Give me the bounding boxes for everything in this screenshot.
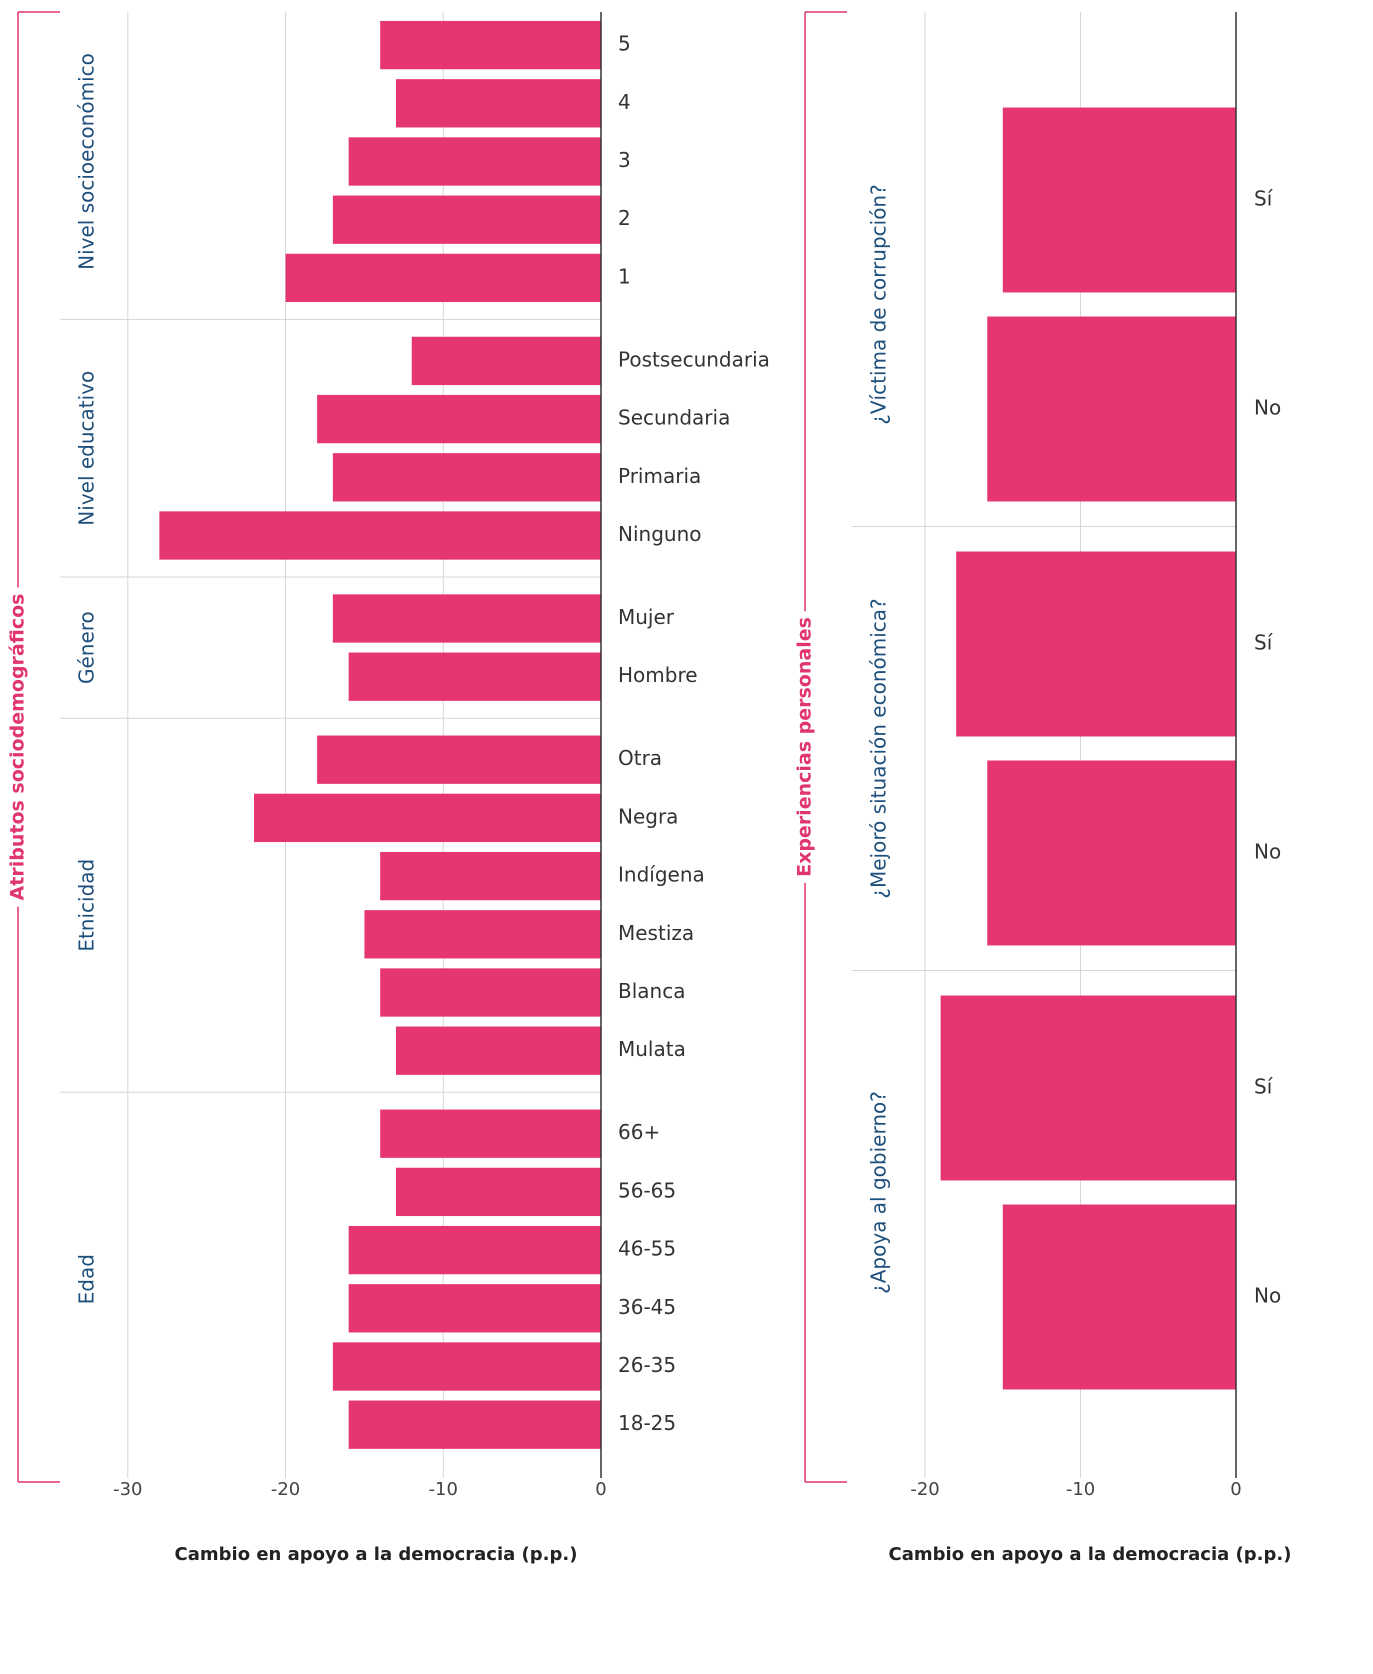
outer-group-label: Atributos sociodemográficos	[7, 594, 29, 901]
bar	[987, 316, 1236, 502]
category-label: 2	[618, 206, 631, 230]
outer-group-label: Experiencias personales	[794, 617, 816, 877]
group-label: Edad	[75, 1254, 99, 1304]
category-label: Mujer	[618, 605, 675, 629]
bar	[317, 394, 601, 444]
bar	[332, 195, 601, 244]
x-tick-label: -20	[271, 1479, 300, 1500]
bar	[348, 1284, 601, 1333]
bar	[1002, 107, 1236, 293]
x-axis-label: Cambio en apoyo a la democracia (p.p.)	[889, 1544, 1292, 1565]
bar	[411, 336, 601, 386]
bar	[395, 1026, 601, 1075]
bar	[332, 453, 601, 502]
category-label: Negra	[618, 804, 678, 828]
group-label: ¿Apoya al gobierno?	[867, 1091, 891, 1294]
bar	[1002, 1204, 1236, 1390]
group-label: Etnicidad	[75, 859, 99, 952]
x-tick-label: -30	[113, 1479, 142, 1500]
bar	[254, 793, 601, 843]
category-label: Secundaria	[618, 406, 730, 430]
category-label: 4	[618, 90, 631, 114]
group-label: Nivel educativo	[75, 371, 99, 526]
category-label: 1	[618, 264, 631, 288]
bar	[395, 1167, 601, 1217]
category-label: Otra	[618, 746, 662, 770]
category-label: Blanca	[618, 979, 685, 1003]
bar	[159, 511, 601, 560]
group-label: ¿Víctima de corrupción?	[867, 184, 891, 424]
bar	[987, 760, 1236, 946]
category-label: Indígena	[618, 863, 705, 887]
bar	[348, 137, 601, 186]
category-label: No	[1254, 1284, 1281, 1308]
category-label: 56-65	[618, 1178, 676, 1202]
category-label: 5	[618, 32, 631, 56]
bar	[956, 551, 1236, 737]
category-label: 18-25	[618, 1411, 676, 1435]
bar	[285, 253, 601, 303]
category-label: Hombre	[618, 663, 698, 687]
category-label: 3	[618, 148, 631, 172]
x-tick-label: -10	[1066, 1479, 1095, 1500]
category-label: 66+	[618, 1120, 660, 1144]
category-label: Sí	[1254, 187, 1274, 211]
bar	[332, 1342, 601, 1391]
category-label: Sí	[1254, 631, 1274, 655]
category-label: Mulata	[618, 1037, 686, 1061]
category-label: Sí	[1254, 1075, 1274, 1099]
group-label: Género	[75, 611, 99, 684]
bar	[348, 1400, 601, 1449]
category-label: 26-35	[618, 1353, 676, 1377]
bar	[364, 910, 601, 959]
bar	[380, 968, 601, 1017]
bar	[348, 1225, 601, 1275]
bar	[317, 735, 601, 784]
x-tick-label: -20	[910, 1479, 939, 1500]
category-label: Postsecundaria	[618, 347, 770, 371]
category-label: Primaria	[618, 464, 701, 488]
bar	[332, 594, 601, 643]
bar	[380, 20, 601, 70]
x-axis-label: Cambio en apoyo a la democracia (p.p.)	[175, 1544, 578, 1565]
bar	[395, 79, 601, 128]
category-label: 46-55	[618, 1237, 676, 1261]
x-tick-label: 0	[1230, 1479, 1241, 1500]
category-label: Mestiza	[618, 921, 694, 945]
category-label: No	[1254, 840, 1281, 864]
x-tick-label: -10	[429, 1479, 458, 1500]
x-tick-label: 0	[595, 1479, 606, 1500]
category-label: No	[1254, 396, 1281, 420]
bar	[380, 851, 601, 901]
bar	[940, 995, 1236, 1181]
bar	[380, 1109, 601, 1158]
category-label: Ninguno	[618, 522, 701, 546]
group-label: ¿Mejoró situación económica?	[867, 598, 891, 898]
bar	[348, 652, 601, 701]
category-label: 36-45	[618, 1295, 676, 1319]
group-label: Nivel socioeconómico	[75, 53, 99, 270]
